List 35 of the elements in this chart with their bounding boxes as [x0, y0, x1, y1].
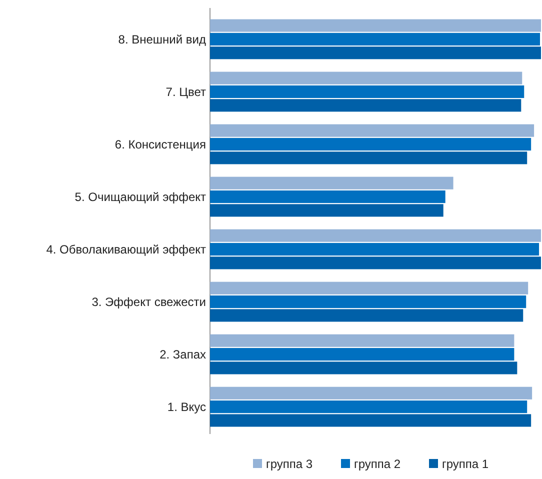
y-tick-label: 8. Внешний вид	[118, 32, 206, 46]
bar	[210, 400, 528, 414]
bar	[210, 334, 514, 347]
y-tick-label: 3. Эффект свежести	[92, 294, 206, 309]
bar	[210, 138, 532, 151]
bar	[210, 85, 524, 98]
bar	[210, 32, 540, 46]
bar	[210, 190, 446, 204]
bar	[210, 362, 518, 374]
y-tick-label: 2. Запах	[160, 347, 206, 362]
bar	[210, 19, 541, 32]
bar	[210, 72, 522, 84]
bar	[210, 414, 532, 427]
y-tick-label: 6. Консистенция	[114, 137, 206, 152]
y-tick-label: 7. Цвет	[166, 84, 206, 99]
bar	[210, 242, 540, 256]
legend-label: группа 3	[266, 457, 313, 471]
legend-label: группа 1	[442, 457, 489, 471]
bar	[210, 99, 522, 112]
bar	[210, 46, 541, 60]
bar	[210, 229, 541, 242]
bar	[210, 386, 532, 400]
bar	[210, 348, 514, 361]
bar	[210, 309, 524, 322]
y-tick-label: 1. Вкус	[167, 400, 206, 414]
bar	[210, 282, 528, 294]
bar	[210, 124, 534, 137]
bar	[210, 295, 526, 308]
bar	[210, 176, 454, 190]
bar	[210, 152, 528, 164]
bar	[210, 204, 444, 217]
y-tick-label: 4. Обволакивающий эффект	[46, 242, 206, 256]
legend-label: группа 2	[354, 457, 401, 471]
y-tick-label: 5. Очищающий эффект	[74, 190, 206, 204]
bar	[210, 256, 541, 270]
